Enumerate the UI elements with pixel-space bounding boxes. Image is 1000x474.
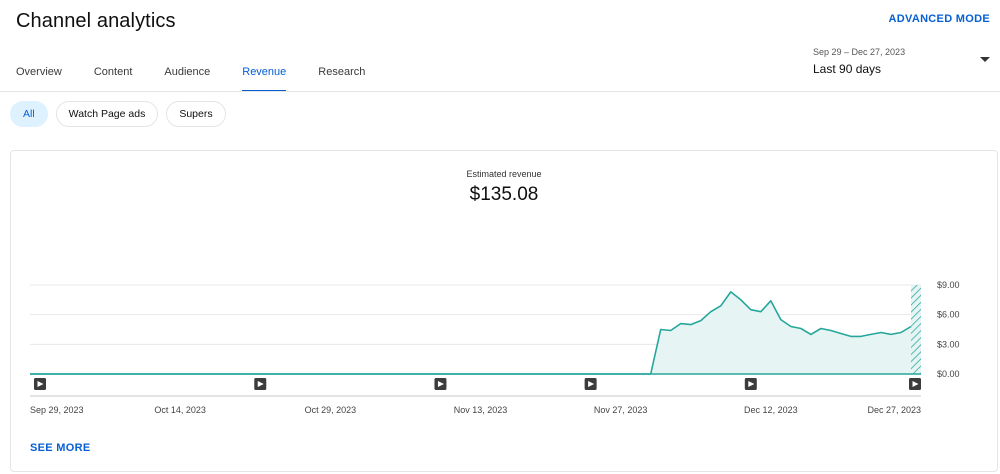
chip-all[interactable]: All <box>10 101 48 127</box>
metric-label: Estimated revenue <box>466 169 542 179</box>
x-tick-label: Dec 12, 2023 <box>744 405 798 415</box>
see-more-link[interactable]: SEE MORE <box>30 442 91 454</box>
tabs-divider <box>0 91 1000 92</box>
chevron-down-icon[interactable] <box>980 57 990 62</box>
tab-revenue[interactable]: Revenue <box>242 56 287 92</box>
y-tick-label: $6.00 <box>937 310 960 320</box>
video-marker-icon <box>584 378 597 390</box>
x-tick-label: Dec 27, 2023 <box>867 405 921 415</box>
video-marker-icon <box>254 378 267 390</box>
series-area <box>30 291 911 374</box>
date-range-picker[interactable]: Sep 29 – Dec 27, 2023 Last 90 days <box>813 47 905 76</box>
y-tick-label: $3.00 <box>937 339 960 349</box>
video-marker-icon <box>34 378 47 390</box>
x-tick-label: Oct 14, 2023 <box>154 405 206 415</box>
x-tick-label: Sep 29, 2023 <box>30 405 84 415</box>
date-range-preset: Last 90 days <box>813 62 882 76</box>
metric-value: $135.08 <box>469 184 539 205</box>
revenue-card: Estimated revenue $135.08 $0.00 $3.00 $6.0… <box>10 150 998 472</box>
video-marker-icon <box>434 378 447 390</box>
date-range-text: Sep 29 – Dec 27, 2023 <box>813 47 906 57</box>
tab-research[interactable]: Research <box>318 66 366 78</box>
revenue-filter-chips: All Watch Page ads Supers <box>10 101 226 127</box>
video-marker-icon <box>744 378 757 390</box>
chip-supers[interactable]: Supers <box>166 101 226 127</box>
tab-overview[interactable]: Overview <box>16 66 62 78</box>
tab-content[interactable]: Content <box>93 66 133 78</box>
advanced-mode-button[interactable]: ADVANCED MODE <box>888 13 990 25</box>
x-tick-label: Nov 27, 2023 <box>594 405 648 415</box>
partial-data-region <box>910 285 921 374</box>
y-tick-label: $9.00 <box>937 280 960 290</box>
chip-watch-page-ads[interactable]: Watch Page ads <box>55 101 159 127</box>
x-tick-label: Nov 13, 2023 <box>454 405 508 415</box>
tab-audience[interactable]: Audience <box>164 66 211 78</box>
video-marker-icon <box>909 378 921 390</box>
series-line <box>30 291 912 375</box>
y-tick-label: $0.00 <box>937 369 960 379</box>
x-tick-label: Oct 29, 2023 <box>305 405 357 415</box>
revenue-chart: $0.00 $3.00 $6.00 $9.00 Sep 29, 2023 Oct 14, … <box>30 280 960 415</box>
page-title: Channel analytics <box>16 10 176 32</box>
analytics-tabs: Overview Content Audience Revenue Resear… <box>0 56 365 92</box>
